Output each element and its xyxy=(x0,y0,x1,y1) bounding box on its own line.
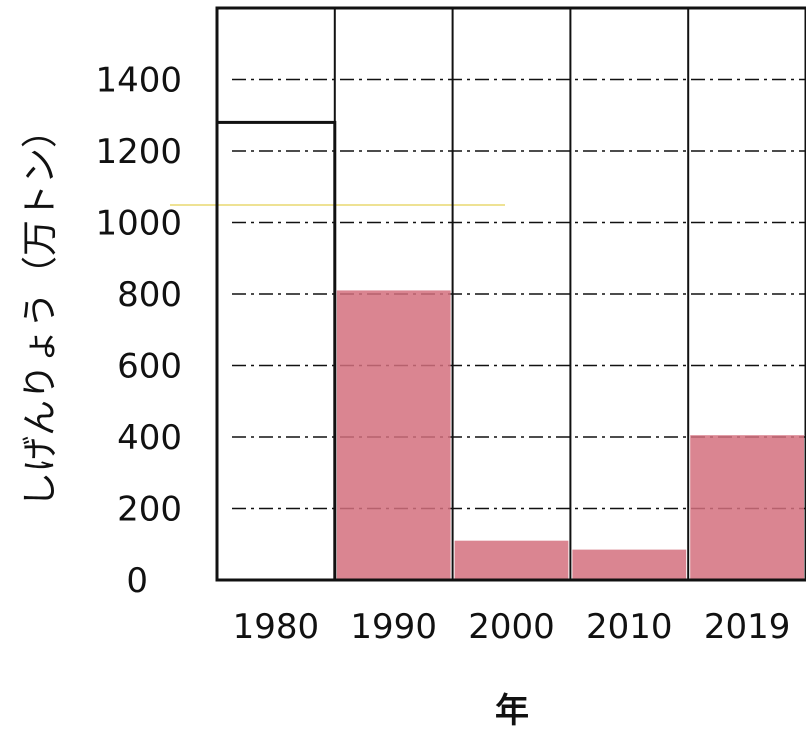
y-tick-labels: 0 200 400 600 800 1000 1200 1400 xyxy=(95,61,182,602)
x-tick-2000: 2000 xyxy=(468,607,555,647)
plot-border xyxy=(215,6,806,582)
bars xyxy=(215,120,804,582)
x-tick-1990: 1990 xyxy=(350,607,437,647)
x-axis-label: 年 xyxy=(495,691,529,731)
bar-1980 xyxy=(215,120,337,582)
y-axis-label: しげんりょう（万トン） xyxy=(20,112,61,508)
y-tick-400: 400 xyxy=(117,418,182,458)
x-tick-2010: 2010 xyxy=(586,607,673,647)
bar-2019 xyxy=(690,435,804,580)
x-tick-labels: 1980 1990 2000 2010 2019 xyxy=(233,607,791,647)
y-tick-1200: 1200 xyxy=(95,132,182,172)
y-tick-800: 800 xyxy=(117,275,182,315)
y-tick-0: 0 xyxy=(126,561,148,601)
y-tick-1000: 1000 xyxy=(95,204,182,244)
plot-frame xyxy=(215,6,806,582)
y-tick-1400: 1400 xyxy=(95,61,182,101)
y-tick-200: 200 xyxy=(117,490,182,530)
bar-1990 xyxy=(336,290,451,580)
bar-2010 xyxy=(572,549,687,580)
y-tick-600: 600 xyxy=(117,347,182,387)
bar-2000 xyxy=(454,540,569,580)
x-tick-2019: 2019 xyxy=(704,607,791,647)
x-tick-1980: 1980 xyxy=(233,607,320,647)
